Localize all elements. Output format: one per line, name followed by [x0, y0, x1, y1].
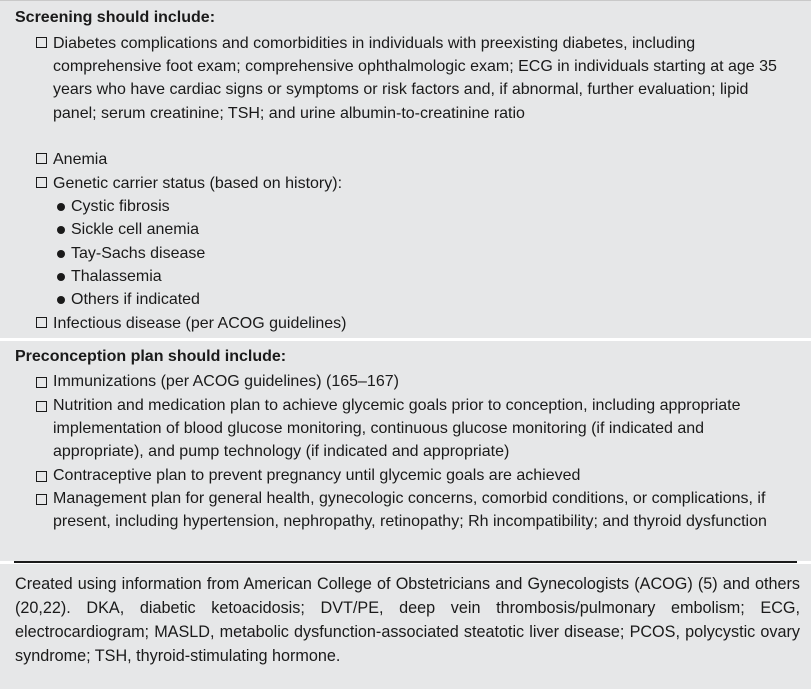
screening-item-text: Genetic carrier status (based on history… — [53, 175, 343, 192]
bullet-icon — [57, 203, 65, 211]
screening-item-text: Infectious disease (per ACOG guidelines) — [53, 315, 347, 332]
genetic-bullet-text: Others if indicated — [71, 291, 200, 308]
footnote-section: Created using information from American … — [0, 564, 811, 689]
preconception-heading: Preconception plan should include: — [15, 348, 287, 365]
genetic-bullet-text: Thalassemia — [71, 268, 162, 285]
checkbox-icon — [36, 317, 47, 328]
preconception-item-nutrition-medication: Nutrition and medication plan to achieve… — [36, 394, 796, 464]
bullet-icon — [57, 226, 65, 234]
genetic-bullet-item: Thalassemia — [57, 265, 162, 288]
preconception-item-text: Nutrition and medication plan to achieve… — [53, 397, 741, 461]
checkbox-icon — [36, 471, 47, 482]
genetic-bullet-item: Tay-Sachs disease — [57, 242, 205, 265]
bullet-icon — [57, 273, 65, 281]
screening-heading: Screening should include: — [15, 9, 216, 26]
screening-item-diabetes-complications: Diabetes complications and comorbidities… — [36, 32, 796, 125]
preconception-item-management-plan: Management plan for general health, gyne… — [36, 487, 796, 533]
checkbox-icon — [36, 377, 47, 388]
screening-item-text: Diabetes complications and comorbidities… — [53, 35, 777, 122]
screening-item-anemia: Anemia — [36, 148, 796, 171]
screening-item-text: Anemia — [53, 151, 108, 168]
footnote-rule — [14, 561, 797, 563]
screening-section: Screening should include: Diabetes compl… — [0, 0, 811, 338]
checkbox-icon — [36, 153, 47, 164]
screening-item-genetic-carrier: Genetic carrier status (based on history… — [36, 172, 796, 195]
genetic-bullet-text: Sickle cell anemia — [71, 221, 200, 238]
genetic-bullet-text: Cystic fibrosis — [71, 198, 170, 215]
section-divider — [0, 338, 811, 341]
bullet-icon — [57, 296, 65, 304]
checkbox-icon — [36, 401, 47, 412]
preconception-item-text: Contraceptive plan to prevent pregnancy … — [53, 467, 581, 484]
genetic-bullet-item: Cystic fibrosis — [57, 195, 170, 218]
preconception-item-text: Immunizations (per ACOG guidelines) (165… — [53, 373, 399, 390]
genetic-bullet-item: Others if indicated — [57, 288, 200, 311]
footnote-text: Created using information from American … — [15, 575, 800, 665]
preconception-item-immunizations: Immunizations (per ACOG guidelines) (165… — [36, 370, 796, 393]
preconception-section: Preconception plan should include: Immun… — [0, 341, 811, 561]
checkbox-icon — [36, 494, 47, 505]
preconception-item-contraceptive: Contraceptive plan to prevent pregnancy … — [36, 464, 796, 487]
bullet-icon — [57, 250, 65, 258]
checkbox-icon — [36, 177, 47, 188]
genetic-bullet-item: Sickle cell anemia — [57, 218, 199, 241]
checkbox-icon — [36, 37, 47, 48]
preconception-item-text: Management plan for general health, gyne… — [53, 490, 767, 531]
genetic-bullet-text: Tay-Sachs disease — [71, 245, 206, 262]
screening-item-infectious-disease: Infectious disease (per ACOG guidelines) — [36, 312, 796, 335]
